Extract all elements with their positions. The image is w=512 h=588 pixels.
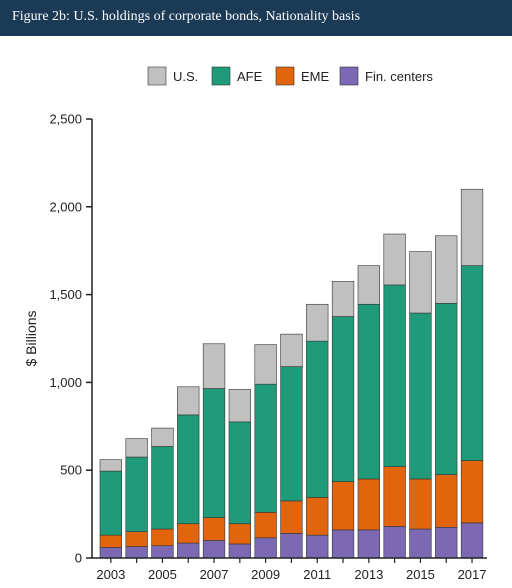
legend-swatch [339, 66, 359, 86]
x-tick-label: 2007 [200, 567, 229, 582]
bars [99, 188, 484, 559]
y-tick-label: 2,000 [49, 199, 82, 214]
bar-segment [460, 188, 484, 266]
bar-segment [357, 529, 380, 559]
bar-segment [125, 438, 148, 458]
bar-segment [383, 284, 406, 467]
y-tick-label: 1,000 [49, 375, 82, 390]
bar-segment [99, 534, 122, 548]
bar-segment [383, 526, 406, 559]
bar-segment [125, 546, 148, 559]
bar-segment [228, 421, 251, 525]
bar-segment [409, 312, 432, 480]
legend-swatch [275, 66, 295, 86]
legend: U.S. AFE EME Fin. centers [147, 66, 433, 86]
bar-segment [99, 547, 122, 559]
bar-segment [306, 303, 329, 342]
bar-segment [202, 343, 226, 389]
bar-segment [280, 500, 303, 534]
bar-segment [99, 470, 122, 536]
figure-header: Figure 2b: U.S. holdings of corporate bo… [0, 0, 512, 36]
bar-segment [202, 517, 226, 541]
bar-segment [254, 383, 277, 513]
legend-swatch [211, 66, 231, 86]
bar-segment [125, 456, 148, 532]
bar-segment [228, 523, 251, 545]
stacked-bar-chart: U.S. AFE EME Fin. centers $ Billions 0 500 1,… [23, 66, 487, 582]
x-axis: 2003 2005 2007 2009 2011 2013 2015 2017 [92, 557, 487, 582]
bar-segment [409, 251, 432, 314]
bar-segment [280, 333, 303, 367]
x-tick-label: 2013 [354, 567, 383, 582]
y-tick-label: 2,500 [49, 112, 82, 127]
x-tick-label: 2011 [303, 567, 331, 582]
bar-segment [202, 540, 226, 559]
bar-segment [331, 529, 355, 559]
legend-swatch [147, 66, 167, 86]
bar-segment [306, 497, 329, 536]
bar-segment [409, 528, 432, 559]
bar-segment [435, 526, 458, 559]
bar-segment [331, 316, 355, 482]
bar-segment [357, 265, 380, 305]
bar-segment [177, 542, 200, 559]
bar-segment [254, 344, 277, 385]
y-tick-label: 0 [75, 551, 82, 566]
figure-title: Figure 2b: U.S. holdings of corporate bo… [12, 9, 361, 24]
bar-segment [460, 460, 484, 524]
x-tick-label: 2005 [148, 567, 177, 582]
bar-segment [125, 531, 148, 547]
y-tick-label: 500 [60, 463, 82, 478]
bar-segment [151, 427, 174, 447]
x-tick-label: 2009 [251, 567, 280, 582]
y-axis: 0 500 1,000 1,500 2,000 2,500 [49, 112, 93, 566]
bar-segment [460, 265, 484, 461]
x-tick-label: 2015 [406, 567, 435, 582]
bar-segment [435, 474, 458, 528]
bar-segment [435, 303, 458, 475]
bar-segment [280, 533, 303, 559]
bar-segment [254, 512, 277, 539]
bar-segment [331, 481, 355, 531]
bar-segment [177, 414, 200, 525]
bar-segment [435, 235, 458, 304]
bar-segment [151, 528, 174, 547]
bar-segment [306, 340, 329, 498]
bar-segment [177, 386, 200, 416]
x-tick-label: 2017 [458, 567, 487, 582]
bar-segment [228, 389, 251, 423]
bar-segment [254, 537, 277, 559]
bar-segment [357, 478, 380, 531]
bar-segment [383, 233, 406, 286]
bar-segment [177, 523, 200, 544]
bar-segment [383, 466, 406, 527]
x-tick-label: 2003 [96, 567, 125, 582]
bar-segment [151, 446, 174, 530]
bar-segment [460, 522, 484, 559]
bar-segment [228, 543, 251, 559]
legend-label: AFE [237, 69, 263, 84]
legend-label: EME [301, 69, 330, 84]
legend-label: U.S. [173, 69, 198, 84]
bar-segment [409, 478, 432, 530]
legend-label: Fin. centers [365, 69, 433, 84]
bar-segment [202, 388, 226, 518]
bar-segment [357, 303, 380, 480]
bar-segment [306, 534, 329, 559]
y-tick-label: 1,500 [49, 287, 82, 302]
bar-segment [99, 459, 122, 472]
bar-segment [331, 281, 355, 317]
bar-segment [151, 545, 174, 559]
bar-segment [280, 366, 303, 502]
y-axis-title: $ Billions [23, 310, 39, 366]
